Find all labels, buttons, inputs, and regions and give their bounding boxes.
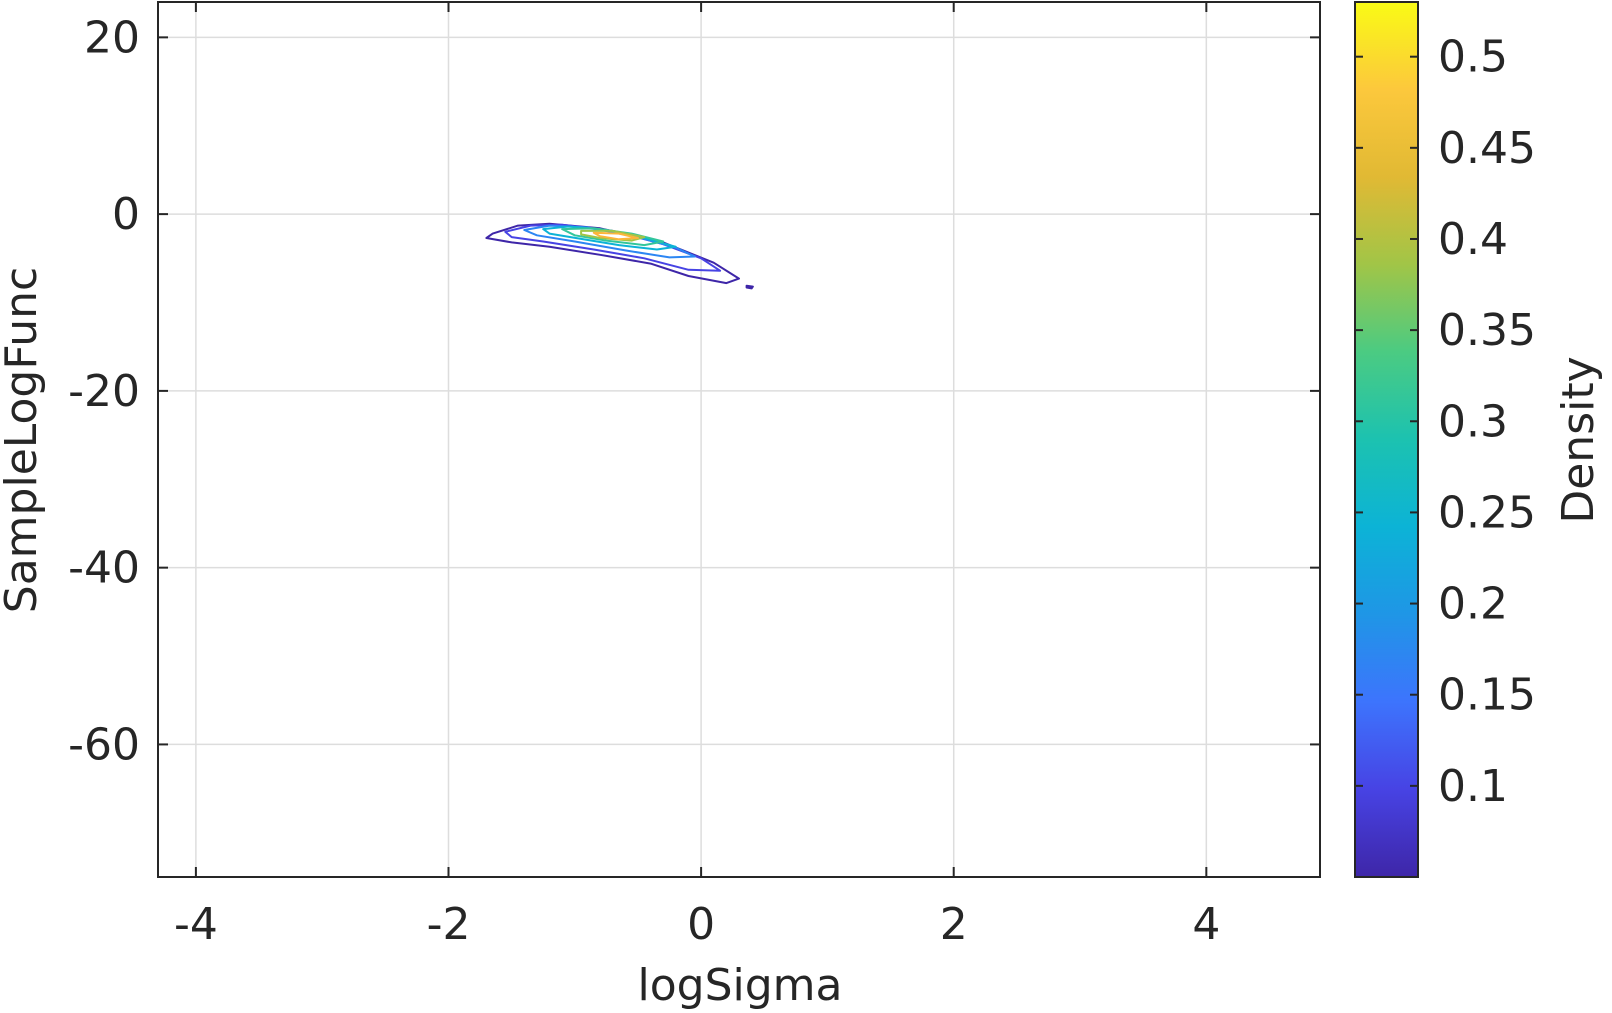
contour-line — [561, 227, 665, 247]
colorbar-tick-label: 0.45 — [1438, 123, 1536, 174]
colorbar-tick-label: 0.4 — [1438, 214, 1508, 265]
contour-line — [745, 284, 754, 290]
colorbar-tick-label: 0.1 — [1438, 761, 1508, 812]
colorbar — [1354, 1, 1419, 878]
x-tick-label: 0 — [687, 899, 715, 950]
x-tick-label: -4 — [174, 899, 218, 950]
x-axis-label: logSigma — [638, 960, 843, 1011]
colorbar-tick-label: 0.35 — [1438, 305, 1536, 356]
contour-line — [580, 229, 646, 242]
contour-lines — [485, 222, 754, 290]
colorbar-tick-label: 0.3 — [1438, 396, 1508, 447]
x-axis-ticks: -4 -2 0 2 4 — [174, 2, 1220, 950]
x-tick-label: -2 — [427, 899, 471, 950]
colorbar-label: Density — [1553, 356, 1604, 523]
colorbar-tick-label: 0.15 — [1438, 670, 1536, 721]
y-tick-label: -20 — [68, 366, 140, 417]
colorbar-tick-label: 0.5 — [1438, 32, 1508, 83]
y-axis-label: SampleLogFunc — [0, 267, 47, 613]
y-axis-ticks: 20 0 -20 -40 -60 — [68, 12, 1320, 770]
contour-line — [504, 223, 722, 272]
plot-background — [158, 2, 1320, 877]
y-tick-label: 20 — [84, 12, 140, 63]
y-tick-label: -60 — [68, 719, 140, 770]
x-tick-label: 2 — [940, 899, 968, 950]
colorbar-ticks: 0.5 0.45 0.4 0.35 0.3 0.25 0.2 0.15 0.1 — [1355, 32, 1536, 812]
contour-line — [592, 231, 639, 241]
x-tick-label: 4 — [1192, 899, 1220, 950]
colorbar-tick-label: 0.2 — [1438, 579, 1508, 630]
y-tick-label: -40 — [68, 543, 140, 594]
y-tick-label: 0 — [112, 189, 140, 240]
colorbar-tick-label: 0.25 — [1438, 487, 1536, 538]
grid-lines — [158, 2, 1320, 877]
plot-frame — [157, 1, 1321, 878]
